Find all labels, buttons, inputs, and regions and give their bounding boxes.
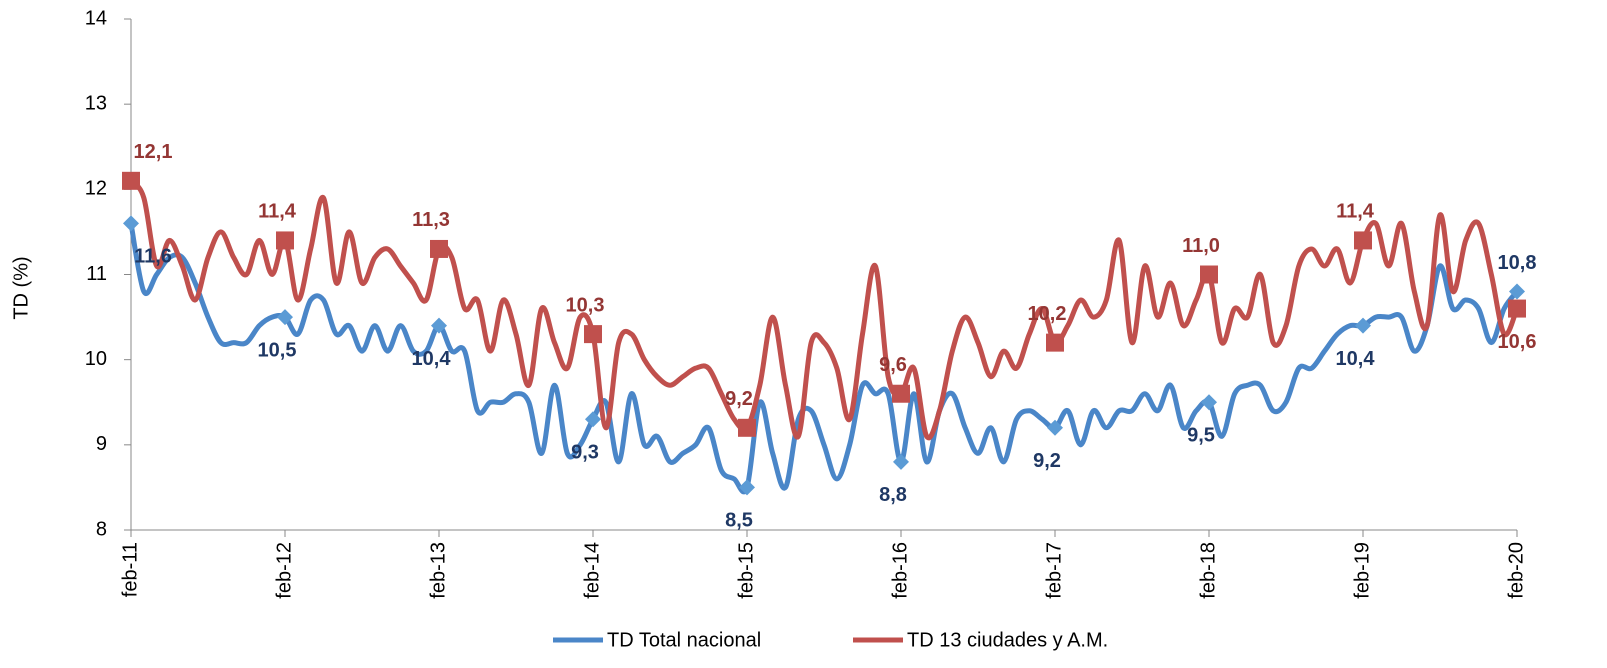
y-tick-label: 11 xyxy=(86,263,107,285)
value-label: 9,6 xyxy=(879,354,907,376)
x-tick-label: feb-20 xyxy=(1505,542,1527,599)
value-label: 8,5 xyxy=(725,510,753,532)
value-label: 11,4 xyxy=(258,201,297,223)
x-tick-label: feb-18 xyxy=(1197,542,1219,599)
x-tick-label: feb-13 xyxy=(427,542,449,599)
marker xyxy=(738,418,756,437)
x-tick-label: feb-16 xyxy=(889,542,911,599)
marker xyxy=(739,479,755,496)
marker xyxy=(892,384,910,403)
marker xyxy=(1509,283,1525,300)
value-label: 10,5 xyxy=(258,339,297,361)
marker xyxy=(893,453,909,470)
value-label: 10,4 xyxy=(1336,348,1376,370)
y-tick-label: 12 xyxy=(85,178,107,200)
marker xyxy=(431,317,447,334)
x-tick-label: feb-17 xyxy=(1043,542,1065,599)
y-tick-label: 8 xyxy=(96,518,107,540)
x-tick-label: feb-19 xyxy=(1351,542,1373,599)
value-label: 8,8 xyxy=(879,484,907,506)
value-label: 11,0 xyxy=(1182,235,1220,257)
x-tick-label: feb-15 xyxy=(735,542,757,599)
legend-label: TD Total nacional xyxy=(607,629,761,651)
value-label: 10,6 xyxy=(1498,331,1537,353)
series-line xyxy=(129,179,1520,441)
marker xyxy=(1355,317,1371,334)
y-tick-label: 13 xyxy=(85,92,107,114)
value-label: 10,8 xyxy=(1498,252,1537,274)
value-label: 9,3 xyxy=(571,442,599,464)
value-label: 10,2 xyxy=(1028,303,1067,325)
y-axis-label: TD (%) xyxy=(10,256,32,319)
value-label: 9,5 xyxy=(1187,425,1215,447)
marker xyxy=(1201,394,1217,411)
value-label: 10,4 xyxy=(412,348,452,370)
marker xyxy=(1046,333,1064,352)
marker xyxy=(276,231,294,250)
marker xyxy=(123,215,139,232)
series-line xyxy=(128,222,1519,495)
value-label: 9,2 xyxy=(725,388,753,410)
value-label: 11,6 xyxy=(134,246,172,268)
marker xyxy=(122,171,140,190)
y-tick-label: 14 xyxy=(85,7,107,29)
marker xyxy=(430,239,448,258)
marker xyxy=(1354,231,1372,250)
marker xyxy=(1508,299,1526,318)
value-label: 9,2 xyxy=(1033,450,1061,472)
y-tick-label: 9 xyxy=(96,433,107,455)
y-tick-label: 10 xyxy=(85,348,107,370)
marker xyxy=(1200,265,1218,284)
value-label: 10,3 xyxy=(566,294,605,316)
value-label: 12,1 xyxy=(134,141,173,163)
x-tick-label: feb-14 xyxy=(581,542,603,599)
marker xyxy=(584,325,602,344)
marker xyxy=(1047,419,1063,436)
legend-label: TD 13 ciudades y A.M. xyxy=(907,629,1108,651)
value-label: 11,3 xyxy=(412,209,450,231)
x-tick-label: feb-12 xyxy=(273,542,295,599)
value-label: 11,4 xyxy=(1336,201,1375,223)
x-tick-label: feb-11 xyxy=(119,542,141,597)
marker xyxy=(585,411,601,428)
marker xyxy=(277,309,293,326)
